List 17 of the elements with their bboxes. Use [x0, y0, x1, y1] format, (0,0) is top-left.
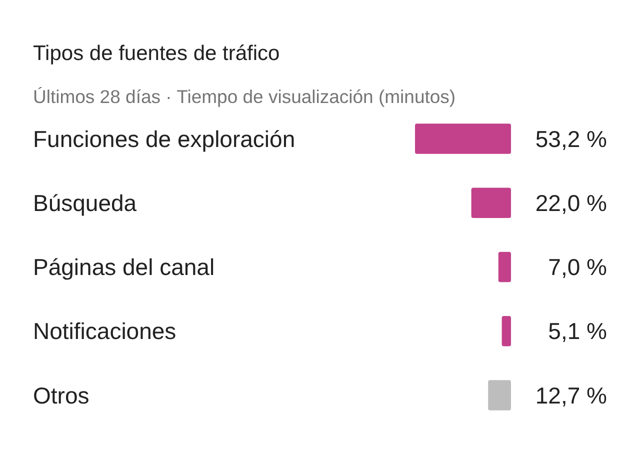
- data-label: 53,2 %: [535, 126, 607, 152]
- text: Últimos 28 días · Tiempo de visualización (minutos): [33, 86, 456, 107]
- data-label: 12,7 %: [535, 382, 607, 408]
- data-label: 22,0 %: [535, 190, 607, 216]
- text: Tipos de fuentes de tráfico: [33, 42, 280, 65]
- data-label: 5,1 %: [548, 318, 607, 344]
- y-tick-label: Páginas del canal: [33, 254, 215, 280]
- y-tick-label: Notificaciones: [33, 318, 176, 344]
- bar: [502, 316, 511, 346]
- y-tick-label: Otros: [33, 382, 90, 408]
- data-label: 7,0 %: [548, 254, 607, 280]
- bar: [471, 188, 511, 218]
- bar: [488, 380, 511, 410]
- bar: [415, 124, 511, 154]
- y-tick-label: Funciones de exploración: [33, 126, 296, 152]
- y-tick-label: Búsqueda: [33, 190, 137, 216]
- bar: [498, 252, 511, 282]
